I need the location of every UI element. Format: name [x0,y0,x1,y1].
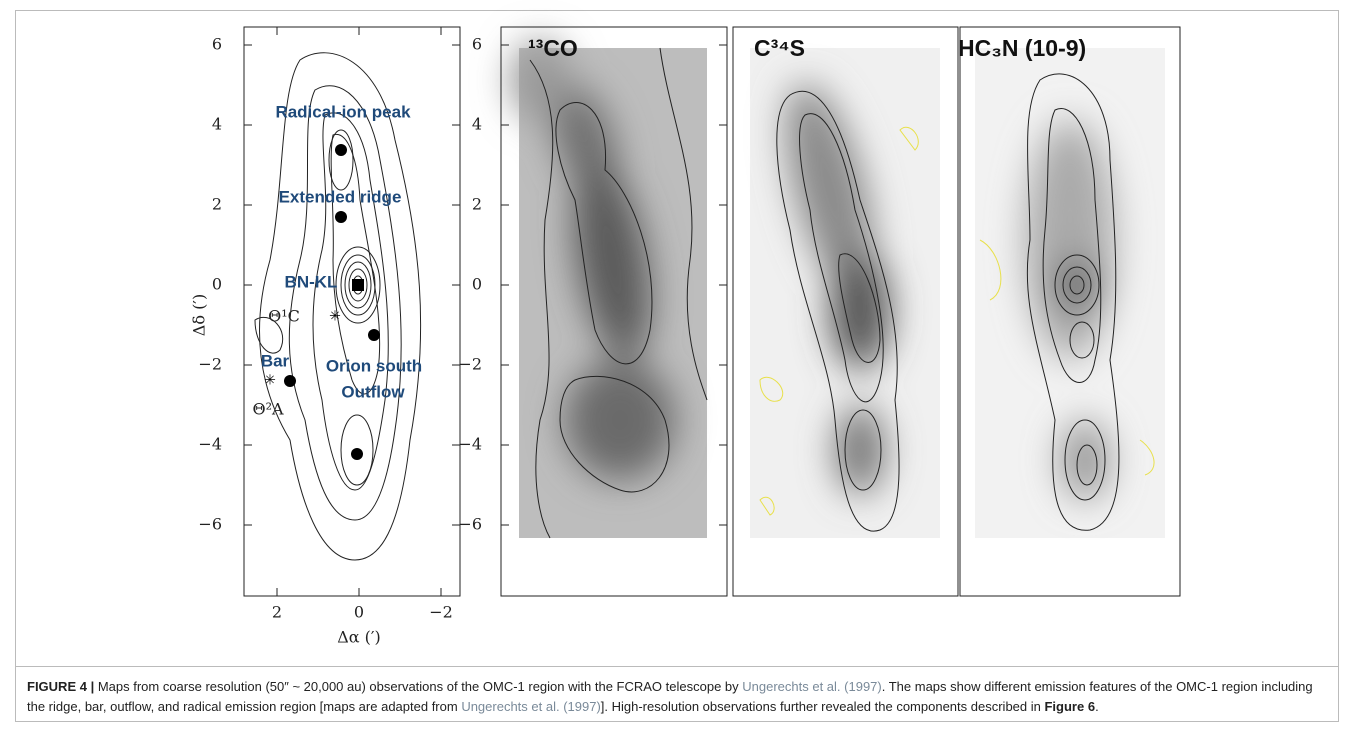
y-tick-label: −4 [458,435,482,454]
x-tick-label: 2 [272,603,282,622]
caption-plain: . The maps show different emission featu… [27,679,1313,714]
y-tick-label: −2 [198,355,222,374]
y-tick-label: 2 [472,195,482,214]
y-tick-label: 0 [472,275,482,294]
panel-3-frame [732,26,959,597]
panel-1-frame [243,26,461,597]
x-tick-label: 0 [354,603,364,622]
annotation: Radical-ion peak [275,102,411,121]
y-axis-label: Δδ (′) [190,294,209,336]
annotation: Θ¹C [268,307,300,326]
figure-frame [15,10,1339,722]
y-tick-label: −6 [458,515,482,534]
y-tick-label: 4 [212,115,222,134]
panel-label: HC₃N (10-9) [958,35,1086,61]
panel-1-contours: ✳ ✳ [254,52,422,561]
panel-2-map [510,40,708,539]
caption-link[interactable]: Ungerechts et al. (1997) [461,699,601,714]
panel-4-frame [959,26,1181,597]
y-tick-label: 4 [472,115,482,134]
panel-3-map [750,48,940,538]
annotation: Extended ridge [279,187,402,206]
annotation: Outflow [341,382,405,401]
y-tick-label: 0 [212,275,222,294]
svg-text:✳: ✳ [264,372,276,388]
panel-2-frame [500,26,728,597]
caption: FIGURE 4 | Maps from coarse resolution (… [15,666,1339,722]
caption-label: FIGURE 4 | [27,679,95,694]
panel-4-map [975,48,1165,538]
caption-plain: Maps from coarse resolution (50″ ~ 20,00… [94,679,743,694]
y-tick-label: 2 [212,195,222,214]
annotation: BN-KL [285,272,338,291]
y-tick-label: −4 [198,435,222,454]
y-tick-label: −2 [458,355,482,374]
x-axis-label: Δα (′) [337,628,381,647]
y-tick-label: 6 [472,35,482,54]
annotation: Orion south [326,356,422,375]
caption-bold: Figure 6 [1044,699,1096,714]
caption-plain: . [1095,699,1099,714]
annotation: Bar [261,351,290,370]
panel-label: C³⁴S [754,35,805,61]
y-tick-label: 6 [212,35,222,54]
caption-link[interactable]: Ungerechts et al. (1997) [742,679,882,694]
y-tick-label: −6 [198,515,222,534]
annotation: Θ²A [252,400,284,419]
figure: ✳ ✳ [190,26,1181,647]
svg-text:✳: ✳ [329,308,341,324]
panel-label: ¹³CO [528,35,578,61]
caption-plain: ]. High-resolution observations further … [600,699,1045,714]
x-tick-label: −2 [429,603,453,622]
